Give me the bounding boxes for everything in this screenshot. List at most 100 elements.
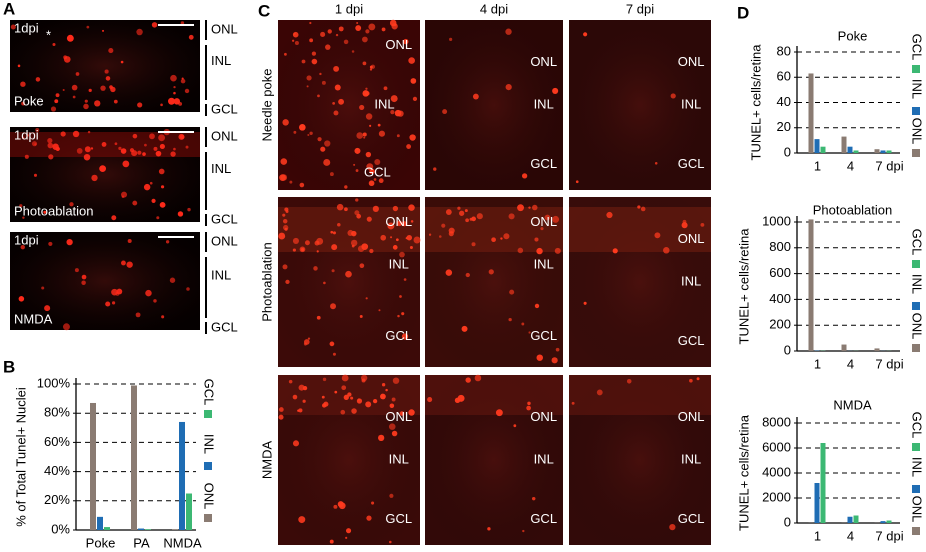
cell (596, 389, 603, 396)
row-label: Photoablation (259, 242, 274, 322)
cell (99, 165, 107, 173)
y-tick-label: 6000 (762, 439, 791, 454)
cell (153, 299, 157, 303)
y-tick-label: 2000 (762, 489, 791, 504)
bar (814, 139, 820, 153)
legend-swatch (912, 260, 920, 268)
cell (303, 342, 307, 346)
cell (293, 130, 297, 134)
cell (151, 198, 156, 203)
cell (319, 72, 322, 76)
cell (368, 23, 376, 31)
cell (323, 281, 326, 285)
cell (491, 237, 496, 243)
panel-label: C (258, 1, 270, 20)
cell (350, 396, 354, 400)
bar (104, 527, 110, 530)
cell (378, 309, 381, 312)
bar (853, 515, 859, 523)
cell (341, 385, 347, 391)
cell (700, 222, 705, 227)
cell (334, 84, 341, 91)
layer-label: INL (534, 256, 554, 271)
y-tick-label: 20% (44, 492, 70, 507)
chart-title: NMDA (833, 397, 872, 412)
legend-label: GCL (910, 412, 925, 439)
cell (465, 218, 469, 223)
cell (84, 99, 88, 103)
cell (345, 528, 352, 534)
cell (94, 100, 101, 107)
cell (345, 536, 348, 539)
micrograph (278, 374, 420, 545)
cell (438, 235, 442, 238)
column-header: 4 dpi (480, 1, 508, 16)
legend-swatch (912, 443, 920, 451)
cell (48, 154, 54, 160)
bar (808, 73, 814, 153)
cell (302, 386, 308, 391)
legend-label: GCL (202, 379, 217, 406)
y-axis-label: TUNEL+ cells/retina (736, 228, 751, 345)
y-axis-label: TUNEL+ cells/retina (736, 414, 751, 531)
cell (413, 236, 421, 244)
cell (169, 277, 176, 283)
cell (392, 245, 398, 250)
cell (35, 77, 41, 82)
legend-label: INL (202, 434, 217, 454)
cell (365, 297, 368, 300)
cell (344, 207, 348, 212)
cell (160, 185, 165, 189)
cell (552, 215, 560, 223)
cell (188, 34, 194, 40)
time-label: 1dpi (14, 20, 39, 35)
cell (19, 204, 23, 208)
layer-label: GCL (385, 511, 412, 526)
cell (293, 32, 296, 35)
cell (350, 239, 358, 247)
cell (454, 397, 461, 404)
cell (60, 131, 66, 137)
cell (181, 77, 184, 80)
cell (369, 65, 373, 69)
cell (311, 58, 318, 65)
cell (187, 207, 191, 212)
layer-label: ONL (530, 54, 557, 69)
cell (47, 142, 54, 149)
legend-label: ONL (910, 313, 925, 340)
cell (362, 132, 367, 137)
cell (278, 414, 284, 420)
cell (531, 496, 536, 501)
cell (378, 130, 386, 137)
y-tick-label: 0 (784, 514, 791, 529)
bar (808, 219, 814, 351)
cell (606, 211, 613, 219)
cell (356, 21, 359, 25)
y-tick-label: 60% (44, 434, 70, 449)
cell (91, 174, 98, 182)
bar (853, 150, 859, 153)
y-tick-label: 8000 (762, 414, 791, 429)
cell (62, 323, 70, 331)
cell (155, 150, 162, 157)
cell (347, 392, 352, 397)
layer-label: GCL (530, 328, 557, 343)
layer-label: INL (211, 268, 231, 283)
cell (120, 148, 127, 154)
cell (329, 341, 335, 347)
cell (137, 102, 143, 108)
cell (522, 529, 525, 533)
legend-label: GCL (910, 34, 925, 61)
cell (52, 42, 56, 47)
cell (390, 110, 395, 115)
x-tick-label: 7 dpi (875, 356, 903, 371)
cell (331, 269, 335, 273)
cell (291, 39, 295, 42)
cell (127, 238, 132, 243)
cell (365, 87, 368, 90)
layer-label: GCL (211, 101, 238, 116)
legend-swatch (912, 344, 920, 352)
cell (505, 84, 512, 91)
cell (113, 99, 118, 104)
cell (389, 403, 395, 409)
